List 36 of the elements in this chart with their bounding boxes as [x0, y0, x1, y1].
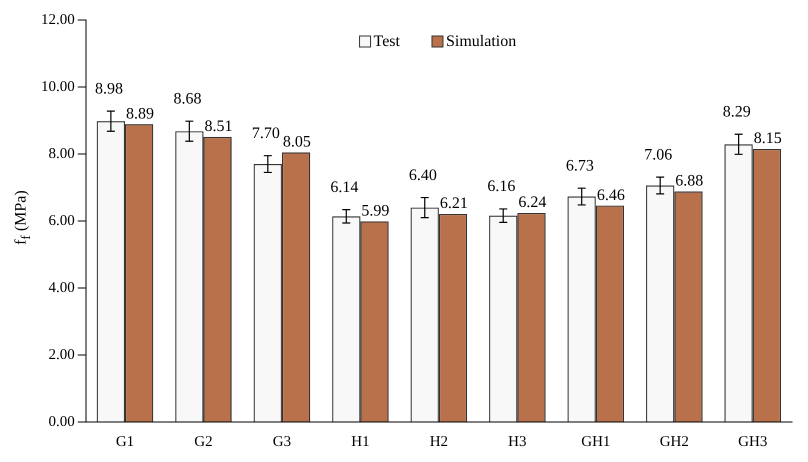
x-tick-label: G1	[116, 434, 134, 450]
data-label: 7.06	[644, 146, 672, 164]
legend-label: Simulation	[446, 33, 516, 50]
x-tick-label: H2	[430, 434, 448, 450]
y-tick-label: 12.00	[41, 12, 75, 28]
data-label: 5.99	[361, 202, 390, 220]
data-label: 6.40	[408, 166, 437, 184]
data-label: 6.46	[596, 186, 625, 204]
x-tick-label: H1	[351, 434, 370, 450]
data-label: 8.89	[126, 105, 154, 122]
y-tick-label: 2.00	[48, 346, 75, 363]
data-label: 7.70	[252, 124, 280, 142]
x-tick-label: GH1	[581, 434, 610, 450]
data-label: 6.88	[675, 172, 704, 190]
legend-label: Test	[374, 33, 401, 50]
data-label: 6.73	[566, 157, 594, 174]
data-label: 8.29	[722, 103, 751, 120]
data-label: 8.51	[204, 118, 232, 136]
x-tick-label: GH2	[660, 434, 689, 450]
data-label: 8.05	[282, 134, 311, 151]
x-tick-label: GH3	[738, 434, 768, 450]
data-label: 6.16	[487, 178, 516, 196]
y-tick-label: 0.00	[48, 414, 75, 430]
y-tick-label: 6.00	[48, 212, 75, 229]
data-label: 8.15	[754, 130, 782, 148]
data-label: 6.21	[440, 195, 468, 212]
data-label: 6.24	[518, 194, 546, 212]
y-tick-label: 4.00	[48, 280, 75, 296]
data-label: 8.98	[94, 80, 123, 98]
x-tick-label: G2	[194, 434, 213, 450]
data-label: 6.14	[330, 178, 358, 196]
x-tick-label: H3	[508, 434, 527, 450]
x-tick-label: G3	[272, 434, 292, 450]
y-tick-label: 10.00	[41, 78, 75, 95]
y-tick-label: 8.00	[48, 146, 75, 162]
data-label: 8.68	[173, 90, 202, 108]
